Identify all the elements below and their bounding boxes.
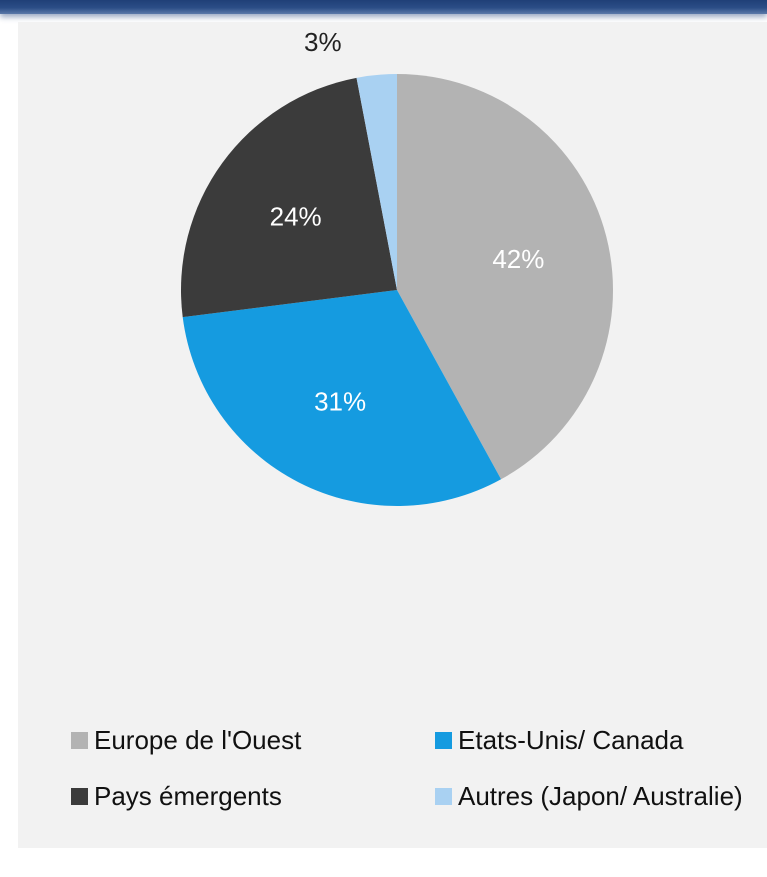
data-label-others: 3% bbox=[304, 27, 342, 57]
data-label-usa-canada: 31% bbox=[314, 387, 366, 417]
pie-slice-usa-canada bbox=[182, 290, 502, 506]
pie-slice-emerging bbox=[181, 77, 397, 318]
data-label-emerging: 24% bbox=[270, 201, 322, 231]
header-band bbox=[0, 0, 767, 14]
data-label-europe: 42% bbox=[492, 244, 544, 274]
pie-slice-europe bbox=[397, 74, 614, 480]
pie-slice-others bbox=[356, 74, 397, 290]
